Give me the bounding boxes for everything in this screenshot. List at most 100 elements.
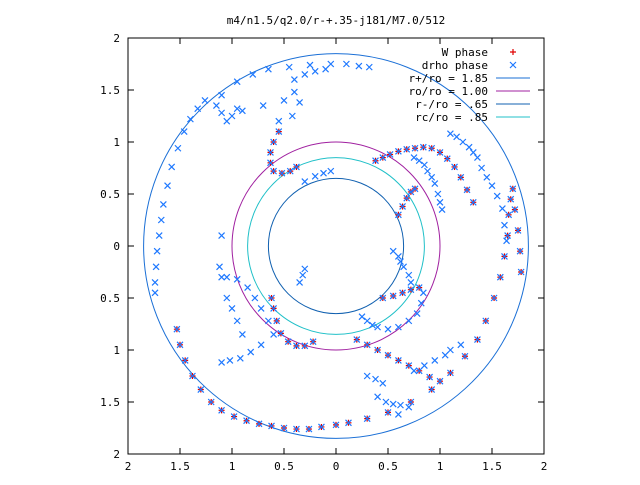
drho-phase-point — [428, 173, 436, 181]
x-tick-label: 0.5 — [378, 460, 398, 473]
drho-phase-point — [405, 403, 413, 411]
circle-rro — [143, 53, 529, 439]
drho-phase-point — [218, 232, 226, 240]
drho-phase-point — [270, 304, 278, 312]
drho-phase-point — [493, 192, 501, 200]
legend-label: r+/ro = 1.85 — [409, 72, 488, 85]
drho-phase-point — [277, 329, 285, 337]
drho-phase-point — [290, 88, 298, 96]
drho-phase-point — [255, 420, 263, 428]
drho-phase-point — [415, 367, 423, 375]
drho-phase-point — [176, 341, 184, 349]
y-tick-label: 1 — [113, 344, 120, 357]
y-tick-label: 0.5 — [100, 292, 120, 305]
drho-phase-point — [223, 294, 231, 302]
drho-phase-point — [301, 70, 309, 78]
data-series — [151, 60, 525, 433]
drho-phase-point — [379, 379, 387, 387]
drho-phase-point — [509, 185, 517, 193]
drho-phase-point — [363, 372, 371, 380]
drho-phase-point — [453, 133, 461, 141]
drho-phase-point — [384, 408, 392, 416]
circle-roro — [231, 141, 441, 351]
drho-phase-point — [290, 76, 298, 84]
drho-phase-point — [218, 406, 226, 414]
drho-phase-point — [299, 271, 307, 279]
drho-phase-point — [403, 194, 411, 202]
drho-phase-point — [301, 178, 309, 185]
drho-phase-point — [428, 386, 436, 393]
drho-phase-point — [296, 278, 304, 286]
drho-phase-point — [275, 117, 283, 125]
legend-label: ro/ro = 1.00 — [409, 85, 488, 98]
drho-phase-point — [288, 112, 296, 120]
drho-phase-point — [419, 143, 427, 151]
drho-phase-point — [157, 216, 165, 224]
drho-phase-point — [482, 317, 490, 325]
drho-phase-point — [389, 400, 397, 408]
drho-phase-point — [267, 148, 274, 156]
drho-phase-point — [233, 78, 241, 86]
drho-phase-point — [372, 157, 379, 165]
drho-phase-point — [306, 61, 314, 69]
drho-phase-point — [212, 102, 220, 110]
drho-phase-point — [394, 252, 402, 260]
circle-rro — [267, 177, 405, 315]
drho-phase-point — [461, 352, 469, 360]
drho-phase-point — [488, 182, 496, 190]
drho-phase-point — [259, 102, 267, 110]
drho-phase-point — [267, 159, 274, 167]
drho-phase-point — [327, 60, 335, 68]
y-tick-label: 1 — [113, 136, 120, 149]
drho-phase-point — [194, 105, 202, 113]
drho-phase-point — [293, 342, 300, 350]
drho-phase-point — [397, 258, 404, 266]
drho-phase-point — [436, 377, 444, 385]
drho-phase-point — [397, 401, 404, 409]
y-tick-label: 2 — [113, 32, 120, 45]
y-tick-label: 2 — [113, 448, 120, 461]
x-tick-label: 0 — [333, 460, 340, 473]
drho-phase-point — [474, 336, 481, 344]
drho-phase-point — [311, 67, 319, 75]
drho-phase-point — [264, 65, 272, 73]
drho-phase-point — [417, 299, 425, 307]
drho-phase-point — [345, 419, 352, 427]
drho-phase-point — [278, 169, 286, 177]
drho-phase-point — [284, 338, 292, 346]
drho-phase-point — [400, 263, 408, 271]
drho-phase-point — [223, 117, 231, 125]
drho-phase-point — [358, 313, 366, 321]
drho-phase-point — [424, 167, 431, 175]
drho-phase-point — [218, 273, 226, 281]
drho-phase-point — [411, 185, 419, 193]
drho-phase-point — [363, 317, 371, 325]
drho-phase-point — [363, 341, 371, 349]
drho-phase-point — [228, 304, 236, 312]
drho-phase-point — [374, 393, 382, 401]
drho-phase-point — [505, 211, 513, 219]
drho-phase-point — [293, 163, 300, 171]
drho-phase-point — [469, 148, 477, 156]
drho-phase-point — [496, 273, 504, 281]
drho-phase-point — [153, 247, 161, 255]
drho-phase-point — [474, 154, 481, 162]
x-tick-label: 1 — [229, 460, 236, 473]
drho-phase-point — [394, 323, 402, 331]
drho-phase-point — [443, 155, 451, 163]
legend-label: W phase — [442, 46, 488, 59]
drho-phase-point — [405, 271, 413, 279]
drho-phase-point — [264, 317, 272, 325]
axis-ticks: 2 1.5 1 0.5 0 0.5 1 1.5 221.510.500.511.52 — [100, 32, 547, 473]
drho-phase-point — [174, 144, 182, 152]
drho-phase-point — [379, 294, 387, 302]
drho-phase-point — [270, 167, 278, 175]
drho-phase-point — [270, 138, 278, 146]
w-phase-series — [173, 128, 525, 433]
drho-phase-point — [374, 346, 382, 354]
y-tick-label: 1.5 — [100, 396, 120, 409]
drho-phase-point — [426, 373, 434, 381]
drho-phase-point — [420, 362, 428, 370]
drho-phase-point — [446, 369, 454, 377]
drho-phase-point — [275, 128, 283, 136]
